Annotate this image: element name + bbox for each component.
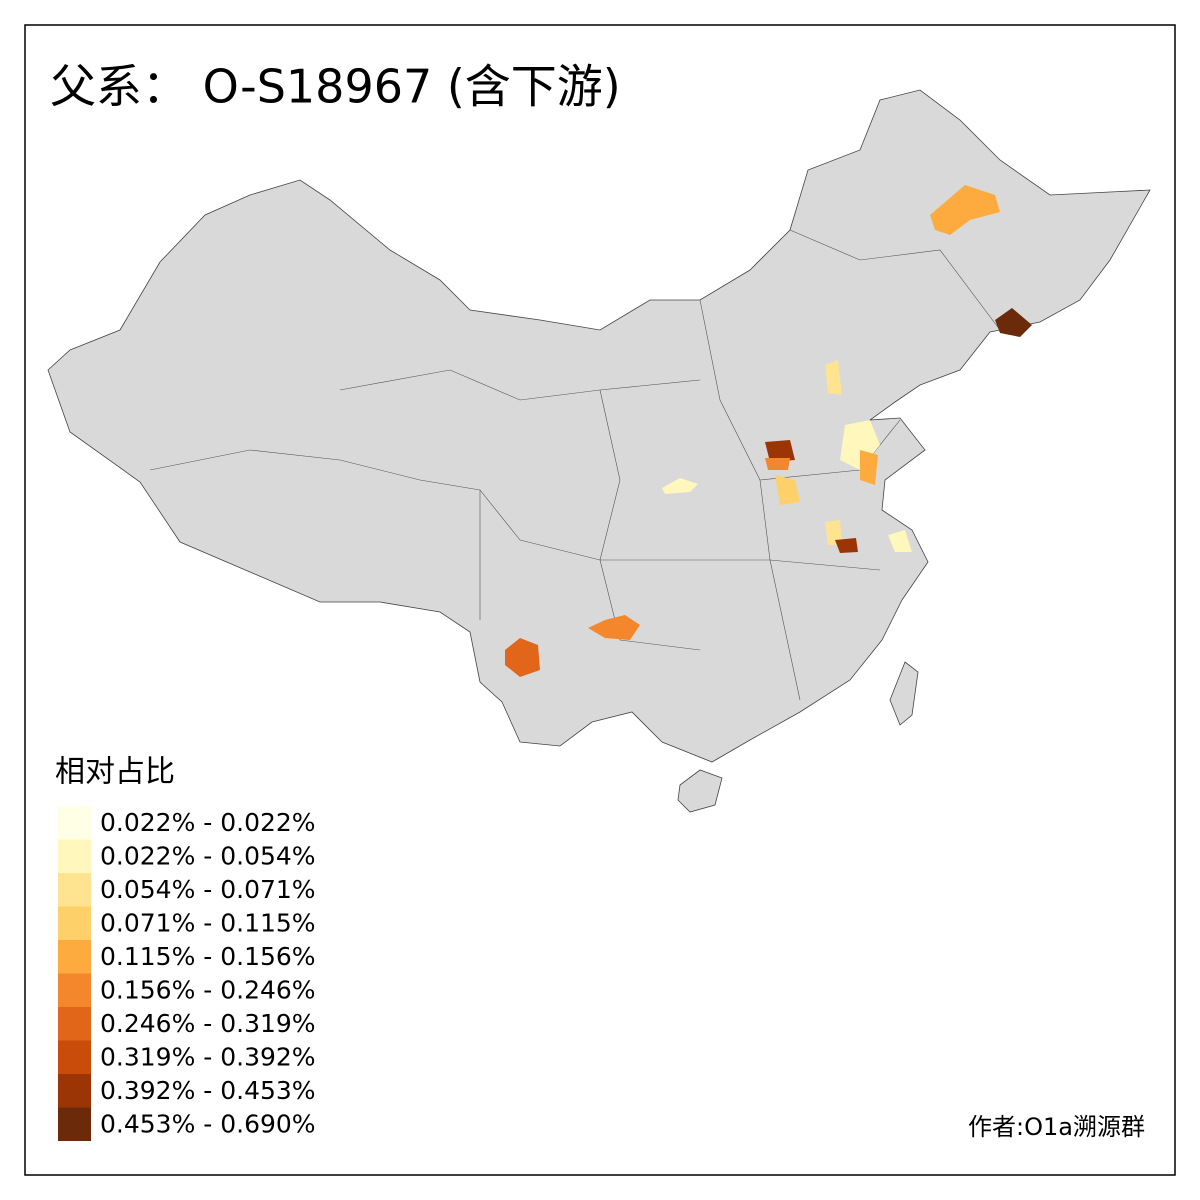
region (930, 185, 1000, 235)
legend-label: 0.392% - 0.453% (100, 1076, 316, 1105)
legend-swatch (58, 973, 91, 1007)
legend-swatch (58, 1107, 91, 1141)
legend-swatch (58, 1074, 91, 1108)
legend-label: 0.054% - 0.071% (100, 875, 316, 904)
region (995, 308, 1032, 337)
legend-swatch (58, 1040, 91, 1074)
region (825, 520, 842, 545)
region (662, 478, 698, 494)
legend-swatch (58, 806, 91, 840)
legend-label: 0.156% - 0.246% (100, 975, 316, 1004)
legend-title: 相对占比 (55, 755, 175, 790)
region (860, 450, 878, 485)
region (765, 440, 795, 462)
legend-label: 0.022% - 0.054% (100, 841, 316, 870)
regions (505, 185, 1032, 677)
legend-swatch (58, 1007, 91, 1041)
legend: 0.022% - 0.022% 0.022% - 0.054% 0.054% - 0… (58, 806, 316, 1141)
region (505, 638, 540, 677)
region (888, 530, 912, 552)
map (47, 89, 1151, 813)
taiwan (889, 661, 919, 726)
legend-label: 0.453% - 0.690% (100, 1109, 316, 1138)
hainan (677, 769, 723, 813)
legend-swatch (58, 839, 91, 873)
region (775, 475, 800, 505)
legend-label: 0.319% - 0.392% (100, 1042, 316, 1071)
legend-label: 0.071% - 0.115% (100, 908, 316, 937)
region (588, 615, 640, 640)
legend-label: 0.246% - 0.319% (100, 1009, 316, 1038)
region (765, 458, 790, 470)
legend-swatch (58, 873, 91, 907)
region (835, 538, 858, 553)
legend-swatch (58, 940, 91, 974)
credit: 作者:O1a溯源群 (968, 1113, 1145, 1141)
province-borders (149, 229, 1001, 701)
legend-label: 0.022% - 0.022% (100, 808, 316, 837)
title: 父系： O-S18967 (含下游) (50, 60, 621, 114)
legend-label: 0.115% - 0.156% (100, 942, 316, 971)
legend-swatch (58, 906, 91, 940)
region (825, 360, 842, 395)
